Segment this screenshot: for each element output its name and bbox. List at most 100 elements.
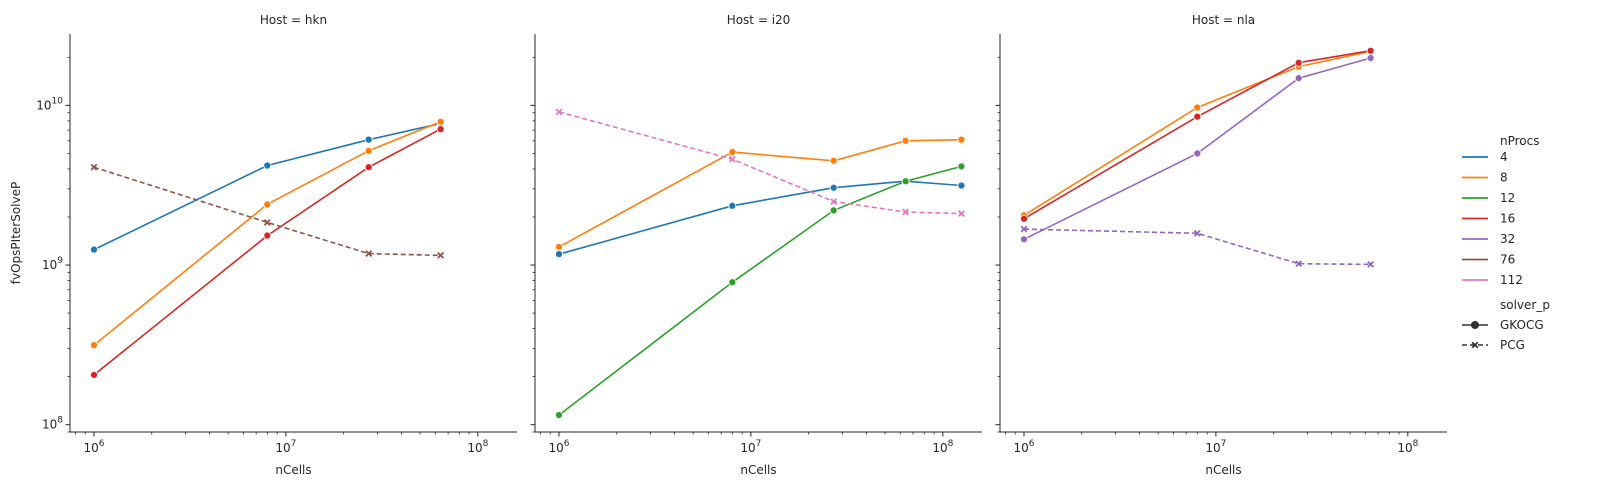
legend-label-12: 12 bbox=[1500, 191, 1515, 205]
panel-1-series-76-pcg-line bbox=[93, 166, 441, 257]
legend-marker-gkocg bbox=[1471, 321, 1479, 329]
legend-label-32: 32 bbox=[1500, 232, 1515, 246]
panel-1-series-16-point-3 bbox=[364, 163, 373, 172]
legend-label-16: 16 bbox=[1500, 212, 1515, 226]
panel-2-series-12-point-4 bbox=[901, 177, 910, 186]
panel-2-series-8-point-1 bbox=[554, 242, 564, 251]
legend-label-112: 112 bbox=[1500, 273, 1523, 287]
panel-1-series-76-point-1 bbox=[90, 163, 98, 171]
panel-2-series-12-point-2 bbox=[728, 278, 737, 287]
panel-2-series-112-point-2-stroke-b bbox=[728, 155, 736, 163]
panel-1-series-4-point-2 bbox=[263, 161, 272, 170]
panel-1-series-76-point-1-stroke-b bbox=[90, 163, 98, 171]
panel-3-series-32-point-1-stroke-b bbox=[1020, 225, 1028, 233]
panel-3-series-32-point-4-stroke-b bbox=[1367, 260, 1375, 268]
panel-1-series-76-point-3 bbox=[365, 250, 373, 258]
legend-hue-title: nProcs bbox=[1500, 134, 1540, 148]
panel-1-series-16-point-1 bbox=[89, 370, 99, 379]
panel-2-series-112-point-1 bbox=[555, 108, 563, 116]
panel-2-series-112-point-2 bbox=[728, 155, 736, 163]
panel-2-x-tick-label-1: 106 bbox=[548, 439, 569, 455]
panel-1-series-76-point-2-stroke-b bbox=[263, 218, 271, 226]
panel-3-series-32-point-1 bbox=[1019, 235, 1029, 244]
panel-3-series-32-pcg-line bbox=[1023, 228, 1371, 266]
panel-2-series-112-point-1-stroke-b bbox=[555, 108, 563, 116]
panel-2-series-4-point-1 bbox=[554, 250, 564, 259]
panel-1-series-76-point-3-stroke-b bbox=[365, 250, 373, 258]
panel-3-series-32-gkocg-line bbox=[1023, 57, 1371, 241]
panel-2-series-8-point-4 bbox=[901, 136, 910, 145]
panel-1-series-8-gkocg-line bbox=[93, 120, 441, 346]
legend-marker-pcg-stroke-b bbox=[1471, 341, 1479, 349]
panel-2-series-4-gkocg-line bbox=[558, 180, 962, 255]
legend-style-label-pcg: PCG bbox=[1500, 338, 1525, 352]
legend-label-8: 8 bbox=[1500, 171, 1508, 185]
panel-3-series-16-point-1 bbox=[1019, 214, 1029, 223]
panel-3-x-tick-label-2: 107 bbox=[1205, 439, 1226, 455]
panel-2-series-112-pcg-line bbox=[558, 111, 962, 215]
panel-1-x-axis-label: nCells bbox=[275, 463, 311, 477]
panel-1-x-tick-label-1: 106 bbox=[83, 439, 104, 455]
panel-1-series-8-point-2 bbox=[263, 200, 272, 209]
panel-1-series-16-point-4 bbox=[436, 125, 445, 134]
panel-2-series-112-point-4-stroke-b bbox=[902, 208, 910, 216]
legend-style-title: solver_p bbox=[1500, 298, 1550, 312]
panel-2-series-12-point-3 bbox=[829, 206, 838, 215]
panel-3-x-tick-label-1: 106 bbox=[1013, 439, 1034, 455]
panel-3-series-32-point-2 bbox=[1193, 229, 1201, 237]
panel-1-y-tick-label-2: 109 bbox=[42, 256, 63, 272]
panel-3-series-32-point-2 bbox=[1193, 149, 1202, 158]
legend-label-76: 76 bbox=[1500, 253, 1515, 267]
panel-2-series-112-point-3-stroke-b bbox=[830, 198, 838, 205]
panel-2-series-8-gkocg-line bbox=[558, 138, 962, 248]
panel-3-title: Host = nla bbox=[1192, 13, 1255, 27]
panel-3-series-32-point-3 bbox=[1295, 260, 1303, 268]
panel-2-title: Host = i20 bbox=[727, 13, 791, 27]
panel-1-x-tick-label-3: 108 bbox=[467, 439, 488, 455]
panel-1-series-76-point-4-stroke-b bbox=[437, 251, 445, 259]
legend-style-label-gkocg: GKOCG bbox=[1500, 318, 1544, 332]
panel-2-series-12-gkocg-line bbox=[558, 165, 962, 416]
panel-1-series-4-point-1 bbox=[89, 245, 99, 254]
panel-2-series-8-point-3 bbox=[829, 156, 838, 165]
legend-label-4: 4 bbox=[1500, 150, 1508, 164]
panel-3-series-16-point-3 bbox=[1294, 58, 1303, 67]
panel-1-y-tick-label-1: 108 bbox=[42, 416, 63, 432]
panel-3-series-32-point-3 bbox=[1294, 74, 1303, 83]
panel-3-series-32-point-2-stroke-b bbox=[1193, 229, 1201, 237]
panel-3-series-16-point-2 bbox=[1193, 112, 1202, 121]
panel-2-series-112-point-3 bbox=[830, 198, 838, 205]
panel-3-series-32-point-1 bbox=[1020, 225, 1028, 233]
panel-3-series-8-point-2 bbox=[1193, 103, 1202, 112]
panel-1-series-8-point-4 bbox=[436, 117, 445, 126]
panel-2-x-tick-label-2: 107 bbox=[740, 439, 761, 455]
panel-2-series-4-point-5 bbox=[957, 181, 966, 190]
panel-3-series-8-gkocg-line bbox=[1023, 50, 1371, 216]
panel-2-series-112-point-4 bbox=[902, 208, 910, 216]
panel-2-series-8-point-2 bbox=[728, 148, 737, 157]
panel-3-series-32-point-3-stroke-b bbox=[1295, 260, 1303, 268]
panel-3-x-axis-label: nCells bbox=[1205, 463, 1241, 477]
panel-2-series-4-point-2 bbox=[728, 201, 737, 210]
panel-1-series-76-point-4 bbox=[437, 251, 445, 259]
panel-1-y-axis-label: fvOpsPIterSolveP bbox=[9, 182, 23, 284]
panel-1-title: Host = hkn bbox=[260, 13, 327, 27]
panel-3-series-16-gkocg-line bbox=[1023, 49, 1371, 220]
panel-2-series-112-point-5 bbox=[957, 210, 965, 218]
panel-3-series-32-point-4 bbox=[1366, 53, 1375, 63]
panel-1-series-8-point-1 bbox=[89, 341, 99, 350]
legend-marker-pcg bbox=[1471, 341, 1479, 349]
panel-1-series-16-point-2 bbox=[263, 231, 272, 240]
panel-1-series-4-point-3 bbox=[364, 135, 373, 144]
panel-3-series-16-point-4 bbox=[1366, 46, 1375, 55]
panel-2-series-112-point-5-stroke-b bbox=[957, 210, 965, 218]
panel-3-series-32-point-4 bbox=[1367, 260, 1375, 268]
panel-3-x-tick-label-3: 108 bbox=[1397, 439, 1418, 455]
panel-2-x-axis-label: nCells bbox=[740, 463, 776, 477]
panel-1-x-tick-label-2: 107 bbox=[275, 439, 296, 455]
panel-2-series-12-point-1 bbox=[554, 410, 564, 420]
panel-1-y-tick-label-3: 1010 bbox=[36, 96, 63, 112]
panel-1-series-76-point-2 bbox=[263, 218, 271, 226]
